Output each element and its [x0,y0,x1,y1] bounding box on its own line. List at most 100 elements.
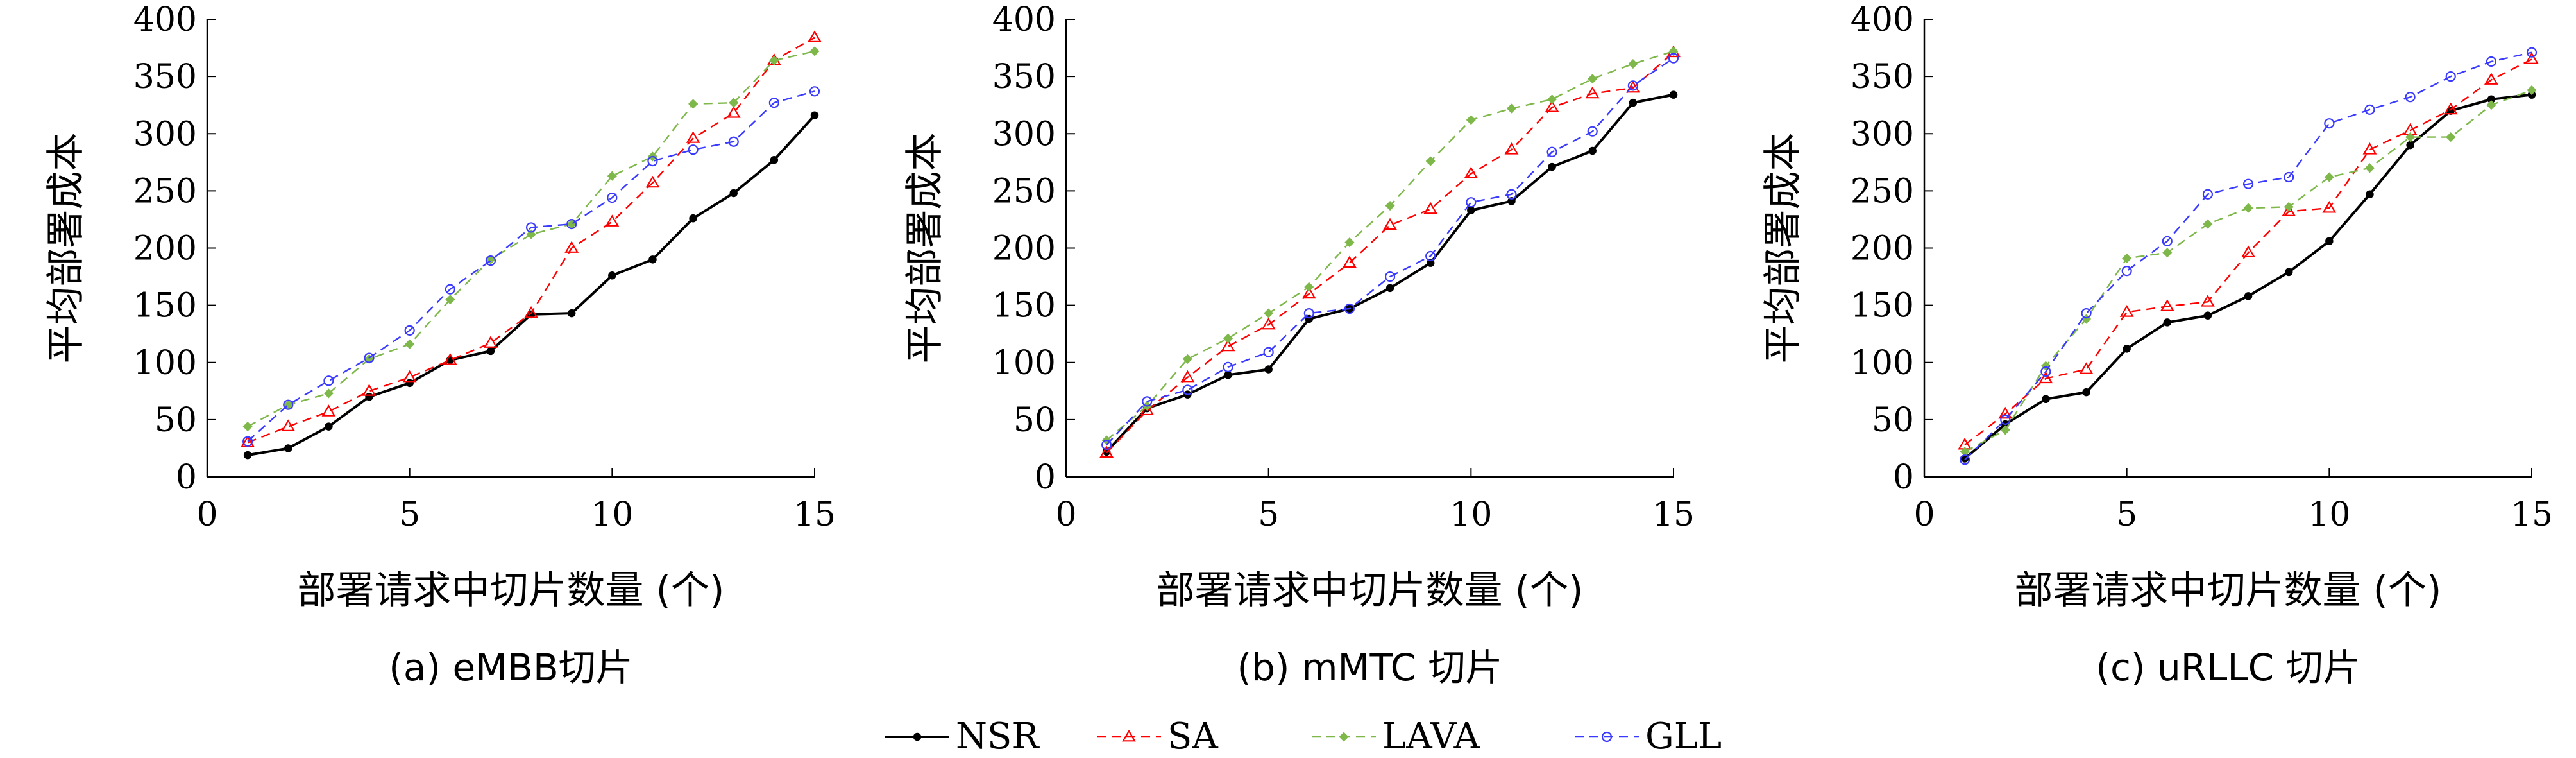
data-point-nsr [2406,141,2414,150]
series-line-sa [247,37,815,444]
y-tick-label: 250 [992,172,1056,211]
data-point-gll [283,399,294,410]
y-tick-label: 300 [992,115,1056,153]
data-point-sa [402,370,417,383]
data-point-sa [1221,339,1235,352]
y-tick-label: 300 [133,115,197,153]
data-point-sa [281,419,296,431]
panel-caption-b: (b) mMTC 切片 [1237,646,1502,689]
data-point-gll [2202,189,2214,200]
x-axis-label: 部署请求中切片数量 (个) [298,568,725,613]
data-point-sa [2282,204,2296,216]
data-point-gll [445,284,455,295]
data-point-sa [1099,445,1114,458]
y-tick-label: 200 [992,230,1056,268]
data-point-sa [564,241,579,253]
data-point-gll [2486,56,2496,67]
x-tick-label: 15 [2511,495,2553,534]
series-gll [242,86,820,447]
series-sa [1958,52,2539,450]
data-point-lava [2284,202,2294,212]
data-point-nsr [365,392,373,401]
data-point-gll [1344,303,1355,314]
y-tick-label: 350 [133,58,197,96]
data-point-gll [688,144,699,155]
x-axis-label: 部署请求中切片数量 (个) [2015,568,2442,613]
data-point-lava [2324,172,2334,182]
data-point-nsr [1426,259,1435,267]
data-point-sa [1180,370,1195,383]
y-tick-label: 350 [992,58,1056,96]
y-tick-label: 0 [1035,458,1056,497]
y-tick-label: 200 [133,230,197,268]
x-tick-label: 10 [2308,495,2350,534]
y-tick-label: 400 [133,1,197,39]
data-point-nsr [486,347,495,356]
data-point-gll [1101,439,1112,451]
data-point-lava [2446,132,2456,142]
data-point-nsr [2284,268,2293,277]
data-point-gll [2324,118,2335,129]
data-point-sa [1301,286,1316,299]
data-point-lava [809,46,820,56]
data-point-nsr [2244,292,2253,300]
data-point-nsr [1224,371,1232,379]
series-line-nsr [247,114,816,457]
y-tick-label: 400 [1851,1,1914,39]
data-point-gll [1425,250,1436,262]
data-point-lava [1182,354,1192,364]
x-axis-label: 部署请求中切片数量 (个) [1157,568,1584,613]
series-line-lava [247,50,815,427]
x-tick-label: 0 [1913,495,1935,534]
data-point-sa [1545,100,1559,112]
y-tick-label: 0 [1893,458,1914,497]
data-point-nsr [1264,365,1273,374]
data-point-sa [645,175,660,188]
data-point-lava [445,295,455,305]
data-point-sa [484,336,498,348]
data-point-nsr [284,444,292,452]
data-point-gll [1960,454,1970,465]
data-point-sa [2201,295,2215,307]
y-axis-label: 平均部署成本 [902,133,947,364]
y-tick-label: 300 [1851,115,1914,153]
data-point-sa [362,384,377,396]
data-point-nsr [1629,98,1638,107]
chart-panel-b: 0 50 100 150 200 250 300 350 400 0 5 10 15 部署请求中切片数量 … [902,1,1695,689]
data-point-gll [323,375,334,386]
data-point-nsr [1548,162,1556,171]
data-point-sa [1343,255,1357,268]
data-point-sa [1585,86,1600,99]
x-tick-label: 5 [1258,495,1279,534]
data-point-gll [2405,92,2416,103]
x-tick-label: 5 [399,495,420,534]
data-point-sa [1261,317,1276,330]
data-point-lava [1588,74,1598,84]
data-point-lava [1425,156,1436,166]
y-tick-label: 150 [992,287,1056,325]
data-point-lava [2122,253,2132,264]
data-point-lava [1304,282,1314,292]
data-point-gll [525,222,537,233]
panel-caption-c: (c) uRLLC 切片 [2096,646,2360,689]
data-point-gll [2242,178,2254,189]
data-point-gll [1668,53,1679,64]
y-tick-label: 250 [1851,172,1914,211]
y-axis-label: 平均部署成本 [1761,133,1806,364]
data-point-gll [566,218,577,230]
data-point-nsr [2082,388,2090,397]
data-point-nsr [2123,345,2131,353]
data-point-nsr [2203,311,2212,320]
data-point-nsr [770,155,779,164]
data-point-lava [242,422,253,432]
data-point-lava [1628,58,1638,69]
data-point-sa [1383,218,1397,230]
series-line-nsr [1105,93,1674,453]
data-point-gll [2081,308,2092,319]
data-point-lava [526,229,536,239]
data-point-sa [2484,73,2498,85]
data-point-gll [1142,396,1153,407]
y-tick-label: 350 [1851,58,1914,96]
data-point-sa [2241,245,2255,258]
x-tick-label: 0 [196,495,217,534]
